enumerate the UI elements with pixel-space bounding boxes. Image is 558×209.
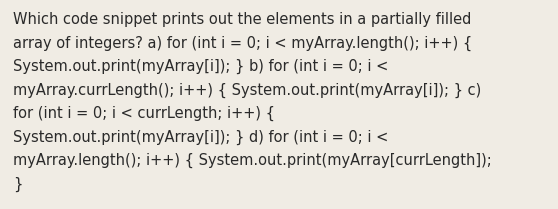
Text: array of integers? a) for (int i = 0; i < myArray.length(); i++) {: array of integers? a) for (int i = 0; i … — [13, 36, 472, 51]
Text: System.out.print(myArray[i]); } d) for (int i = 0; i <: System.out.print(myArray[i]); } d) for (… — [13, 130, 388, 145]
Text: Which code snippet prints out the elements in a partially filled: Which code snippet prints out the elemen… — [13, 12, 472, 27]
Text: myArray.length(); i++) { System.out.print(myArray[currLength]);: myArray.length(); i++) { System.out.prin… — [13, 153, 492, 168]
Text: System.out.print(myArray[i]); } b) for (int i = 0; i <: System.out.print(myArray[i]); } b) for (… — [13, 59, 388, 74]
Text: }: } — [13, 176, 22, 192]
Text: for (int i = 0; i < currLength; i++) {: for (int i = 0; i < currLength; i++) { — [13, 106, 275, 121]
Text: myArray.currLength(); i++) { System.out.print(myArray[i]); } c): myArray.currLength(); i++) { System.out.… — [13, 83, 481, 98]
